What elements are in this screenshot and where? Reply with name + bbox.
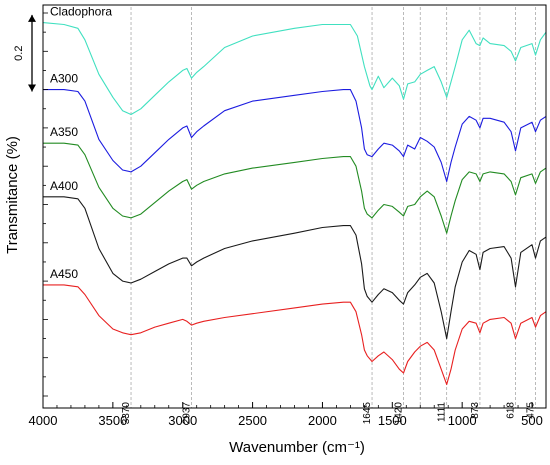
x-tick-label-4000: 4000 [29, 413, 58, 428]
series-line-a450 [43, 284, 547, 386]
x-tick-label-3000: 3000 [168, 413, 197, 428]
scale-bar-down-arrow-icon [28, 84, 36, 92]
scale-bar-label: 0.2 [13, 46, 25, 61]
plot-frame [42, 4, 547, 409]
peak-label-475: 475 [526, 402, 537, 419]
x-tick-label-500: 500 [521, 413, 543, 428]
x-tick-label-3500: 3500 [98, 413, 127, 428]
peak-label-2937: 2937 [182, 402, 193, 425]
x-tick-label-2500: 2500 [238, 413, 267, 428]
peak-label-873: 873 [470, 402, 481, 419]
series-line-a350 [43, 142, 547, 234]
series-line-a400 [43, 196, 547, 340]
peak-label-3370: 3370 [121, 402, 132, 425]
x-axis-title: Wavenumber (cm⁻¹) [229, 439, 365, 456]
x-tick-label-2000: 2000 [308, 413, 337, 428]
series-label-a350: A350 [50, 125, 78, 139]
peak-label-1420: 1420 [394, 402, 405, 425]
x-tick-label-1000: 1000 [448, 413, 477, 428]
series-label-a400: A400 [50, 179, 78, 193]
series-label-cladophora: Cladophora [50, 5, 112, 19]
x-tick-label-1500: 1500 [378, 413, 407, 428]
peak-label-1645: 1645 [362, 402, 373, 425]
y-axis-title: Transmitance (%) [4, 136, 21, 254]
series-label-a450: A450 [50, 267, 78, 281]
series-line-cladophora [42, 22, 547, 116]
plot-area: Cladophora A300 A350 A400 A450 3370 2937 1645 14… [13, 4, 547, 428]
peak-label-618: 618 [506, 402, 517, 419]
series-line-a300 [43, 89, 547, 183]
series-label-a300: A300 [50, 72, 78, 86]
peak-label-1111: 1111 [437, 402, 448, 422]
scale-bar-up-arrow-icon [28, 14, 36, 22]
